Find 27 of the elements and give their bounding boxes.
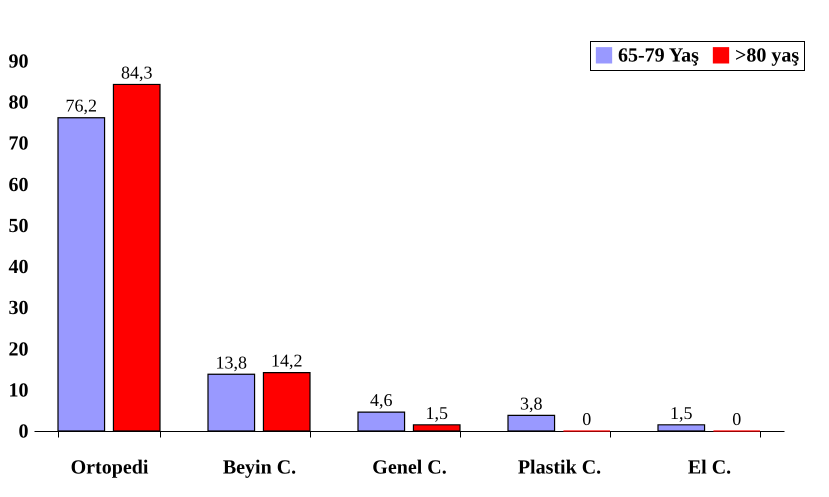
y-tick-label: 10 [8, 379, 28, 402]
data-label: 13,8 [216, 352, 248, 372]
y-tick-label: 0 [18, 420, 28, 442]
y-tick-label: 60 [8, 174, 28, 196]
y-tick-label: 80 [8, 92, 28, 114]
legend-label: 65-79 Yaş [618, 44, 700, 66]
data-label: 76,2 [66, 96, 98, 116]
data-label: 1,5 [425, 402, 448, 423]
x-tick-label: Genel C. [372, 456, 447, 478]
x-tick-label: El C. [688, 456, 732, 478]
data-label: 84,3 [120, 62, 152, 82]
y-tick-label: 70 [8, 132, 28, 155]
x-tick-label: Ortopedi [70, 456, 149, 478]
x-tick-label: Plastik C. [518, 456, 602, 478]
x-tick-label: Beyin C. [222, 456, 296, 478]
data-label: 14,2 [270, 350, 302, 371]
y-tick-label: 40 [8, 256, 28, 278]
y-tick-label: 50 [8, 214, 28, 237]
data-label: 3,8 [520, 393, 543, 414]
legend-label: >80 yaş [735, 44, 800, 66]
data-label: 0 [582, 409, 592, 429]
data-label: 1,5 [670, 402, 693, 423]
y-tick-label: 30 [8, 297, 28, 320]
data-label: 0 [732, 409, 742, 429]
y-tick-label: 90 [8, 50, 28, 72]
y-tick-label: 20 [8, 338, 28, 360]
data-label: 4,6 [370, 390, 393, 410]
